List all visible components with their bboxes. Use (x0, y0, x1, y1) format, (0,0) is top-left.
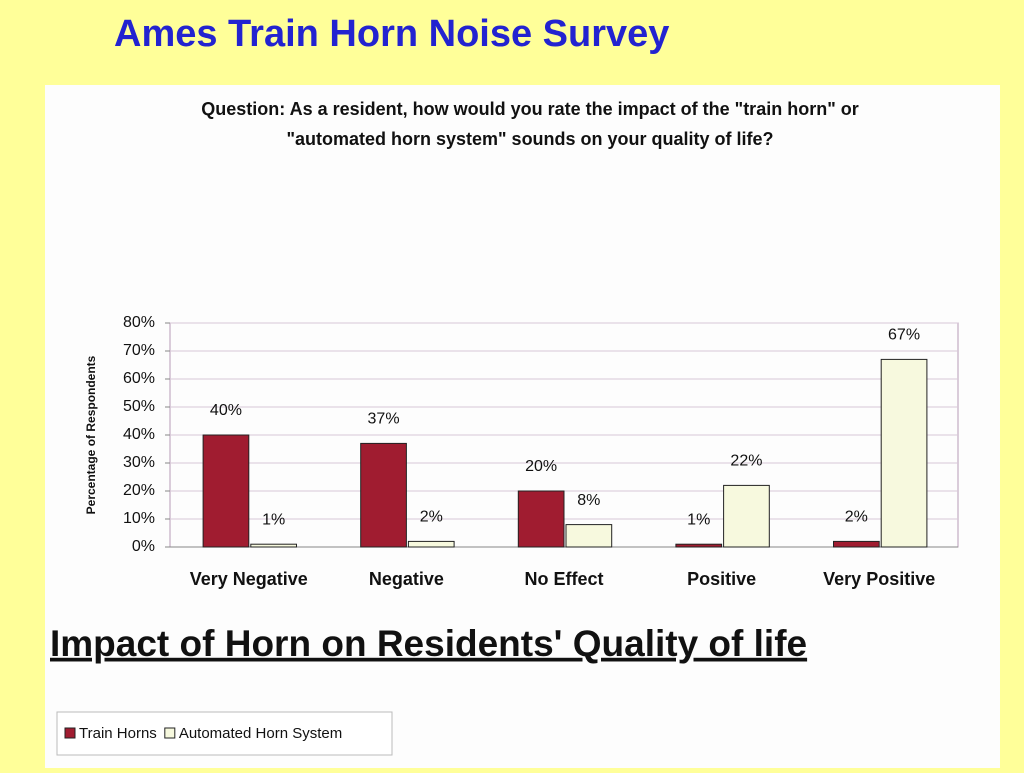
bar (675, 543, 723, 548)
legend-swatch (64, 727, 76, 739)
legend-swatch (164, 727, 176, 739)
bar (202, 434, 250, 548)
y-tick-label: 50% (123, 398, 155, 415)
question-box: Question: As a resident, how would you r… (201, 99, 859, 149)
x-tick-label: Negative (369, 569, 444, 589)
bar (250, 543, 298, 548)
y-tick-label: 60% (123, 370, 155, 387)
y-tick-label: 40% (123, 426, 155, 443)
value-label: 1% (687, 511, 710, 528)
bar (360, 442, 407, 548)
question: Question: As a resident, how would you r… (201, 99, 859, 149)
legend-label: Train Horns (79, 725, 157, 742)
x-tick-label: Positive (687, 569, 756, 589)
chart-title: Impact of Horn on Residents' Quality of … (50, 623, 807, 664)
y-axis-label: Percentage of Respondents (84, 355, 98, 514)
value-label: 2% (420, 509, 443, 526)
bar (723, 484, 770, 548)
value-label: 8% (577, 492, 600, 509)
y-tick-label: 10% (123, 510, 155, 527)
chart-panel (45, 85, 1000, 768)
x-tick-label: Very Positive (823, 569, 935, 589)
bar (517, 490, 565, 548)
y-tick-label: 70% (123, 342, 155, 359)
y-tick-label: 0% (132, 538, 155, 555)
value-label: 67% (888, 327, 920, 344)
x-tick-label: No Effect (524, 569, 603, 589)
y-tick-label: 80% (123, 314, 155, 331)
x-tick-label: Very Negative (190, 569, 308, 589)
value-label: 2% (845, 509, 868, 526)
slide-title: Ames Train Horn Noise Survey (114, 13, 669, 55)
bar (565, 524, 613, 548)
bar (832, 540, 880, 548)
legend (56, 711, 393, 756)
legend-label: Automated Horn System (179, 725, 342, 742)
value-label: 40% (210, 402, 242, 419)
bar (880, 358, 928, 548)
value-label: 37% (368, 411, 400, 428)
bar (407, 540, 455, 548)
value-label: 1% (262, 511, 285, 528)
value-label: 20% (525, 458, 557, 475)
y-tick-label: 20% (123, 482, 155, 499)
value-label: 22% (730, 453, 762, 470)
y-tick-label: 30% (123, 454, 155, 471)
